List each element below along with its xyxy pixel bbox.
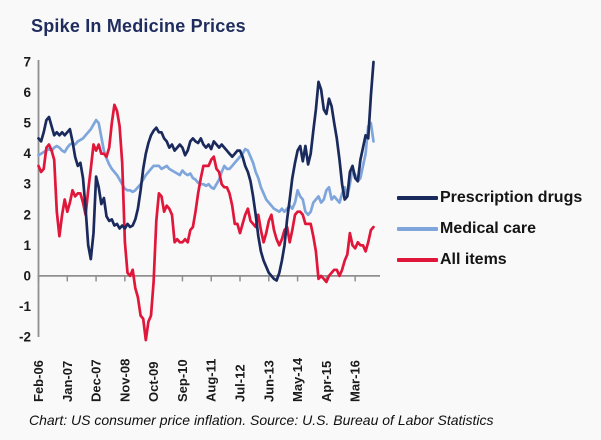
x-tick-label: May-14 (290, 357, 305, 402)
series-line-medical-care (37, 118, 375, 217)
x-tick-label: Nov-08 (117, 359, 132, 402)
x-tick-label: Aug-11 (204, 359, 219, 402)
y-tick-label: 7 (23, 55, 31, 70)
y-tick-label: 1 (23, 238, 31, 253)
y-tick-label: 3 (23, 177, 31, 192)
legend-item-all-items: All items (397, 246, 597, 274)
legend-item-medical-care: Medical care (397, 215, 597, 243)
x-tick-label: Oct-09 (146, 362, 161, 402)
series-line-all-items (37, 103, 375, 342)
x-tick-label: Jun-13 (261, 360, 276, 402)
y-tick-label: 0 (23, 268, 31, 283)
y-tick-label: -1 (19, 299, 31, 314)
y-tick-label: 5 (23, 116, 31, 131)
legend-swatch (397, 196, 438, 200)
chart-title: Spike In Medicine Prices (31, 16, 246, 36)
legend-label: All items (440, 251, 507, 268)
legend-swatch (397, 227, 438, 231)
y-tick-label: 2 (23, 207, 31, 222)
y-tick-label: -2 (19, 330, 31, 345)
x-tick-label: Mar-16 (348, 360, 363, 402)
series-line-prescription-drugs (37, 60, 375, 282)
x-tick-label: Sep-10 (175, 359, 190, 402)
legend-item-prescription-drugs: Prescription drugs (397, 184, 597, 212)
legend-label: Medical care (440, 220, 537, 237)
x-tick-label: Jul-12 (233, 364, 248, 402)
legend-label: Prescription drugs (440, 189, 583, 206)
x-tick-label: Apr-15 (319, 361, 334, 402)
x-tick-label: Feb-06 (31, 360, 46, 402)
y-tick-label: 6 (23, 85, 31, 100)
x-tick-label: Dec-07 (89, 359, 104, 402)
legend-swatch (397, 258, 438, 262)
y-tick-label: 4 (23, 146, 31, 161)
chart-caption: Chart: US consumer price inflation. Sour… (29, 412, 494, 428)
legend: Prescription drugs Medical care All items (397, 184, 597, 277)
x-tick-label: Jan-07 (60, 361, 75, 402)
